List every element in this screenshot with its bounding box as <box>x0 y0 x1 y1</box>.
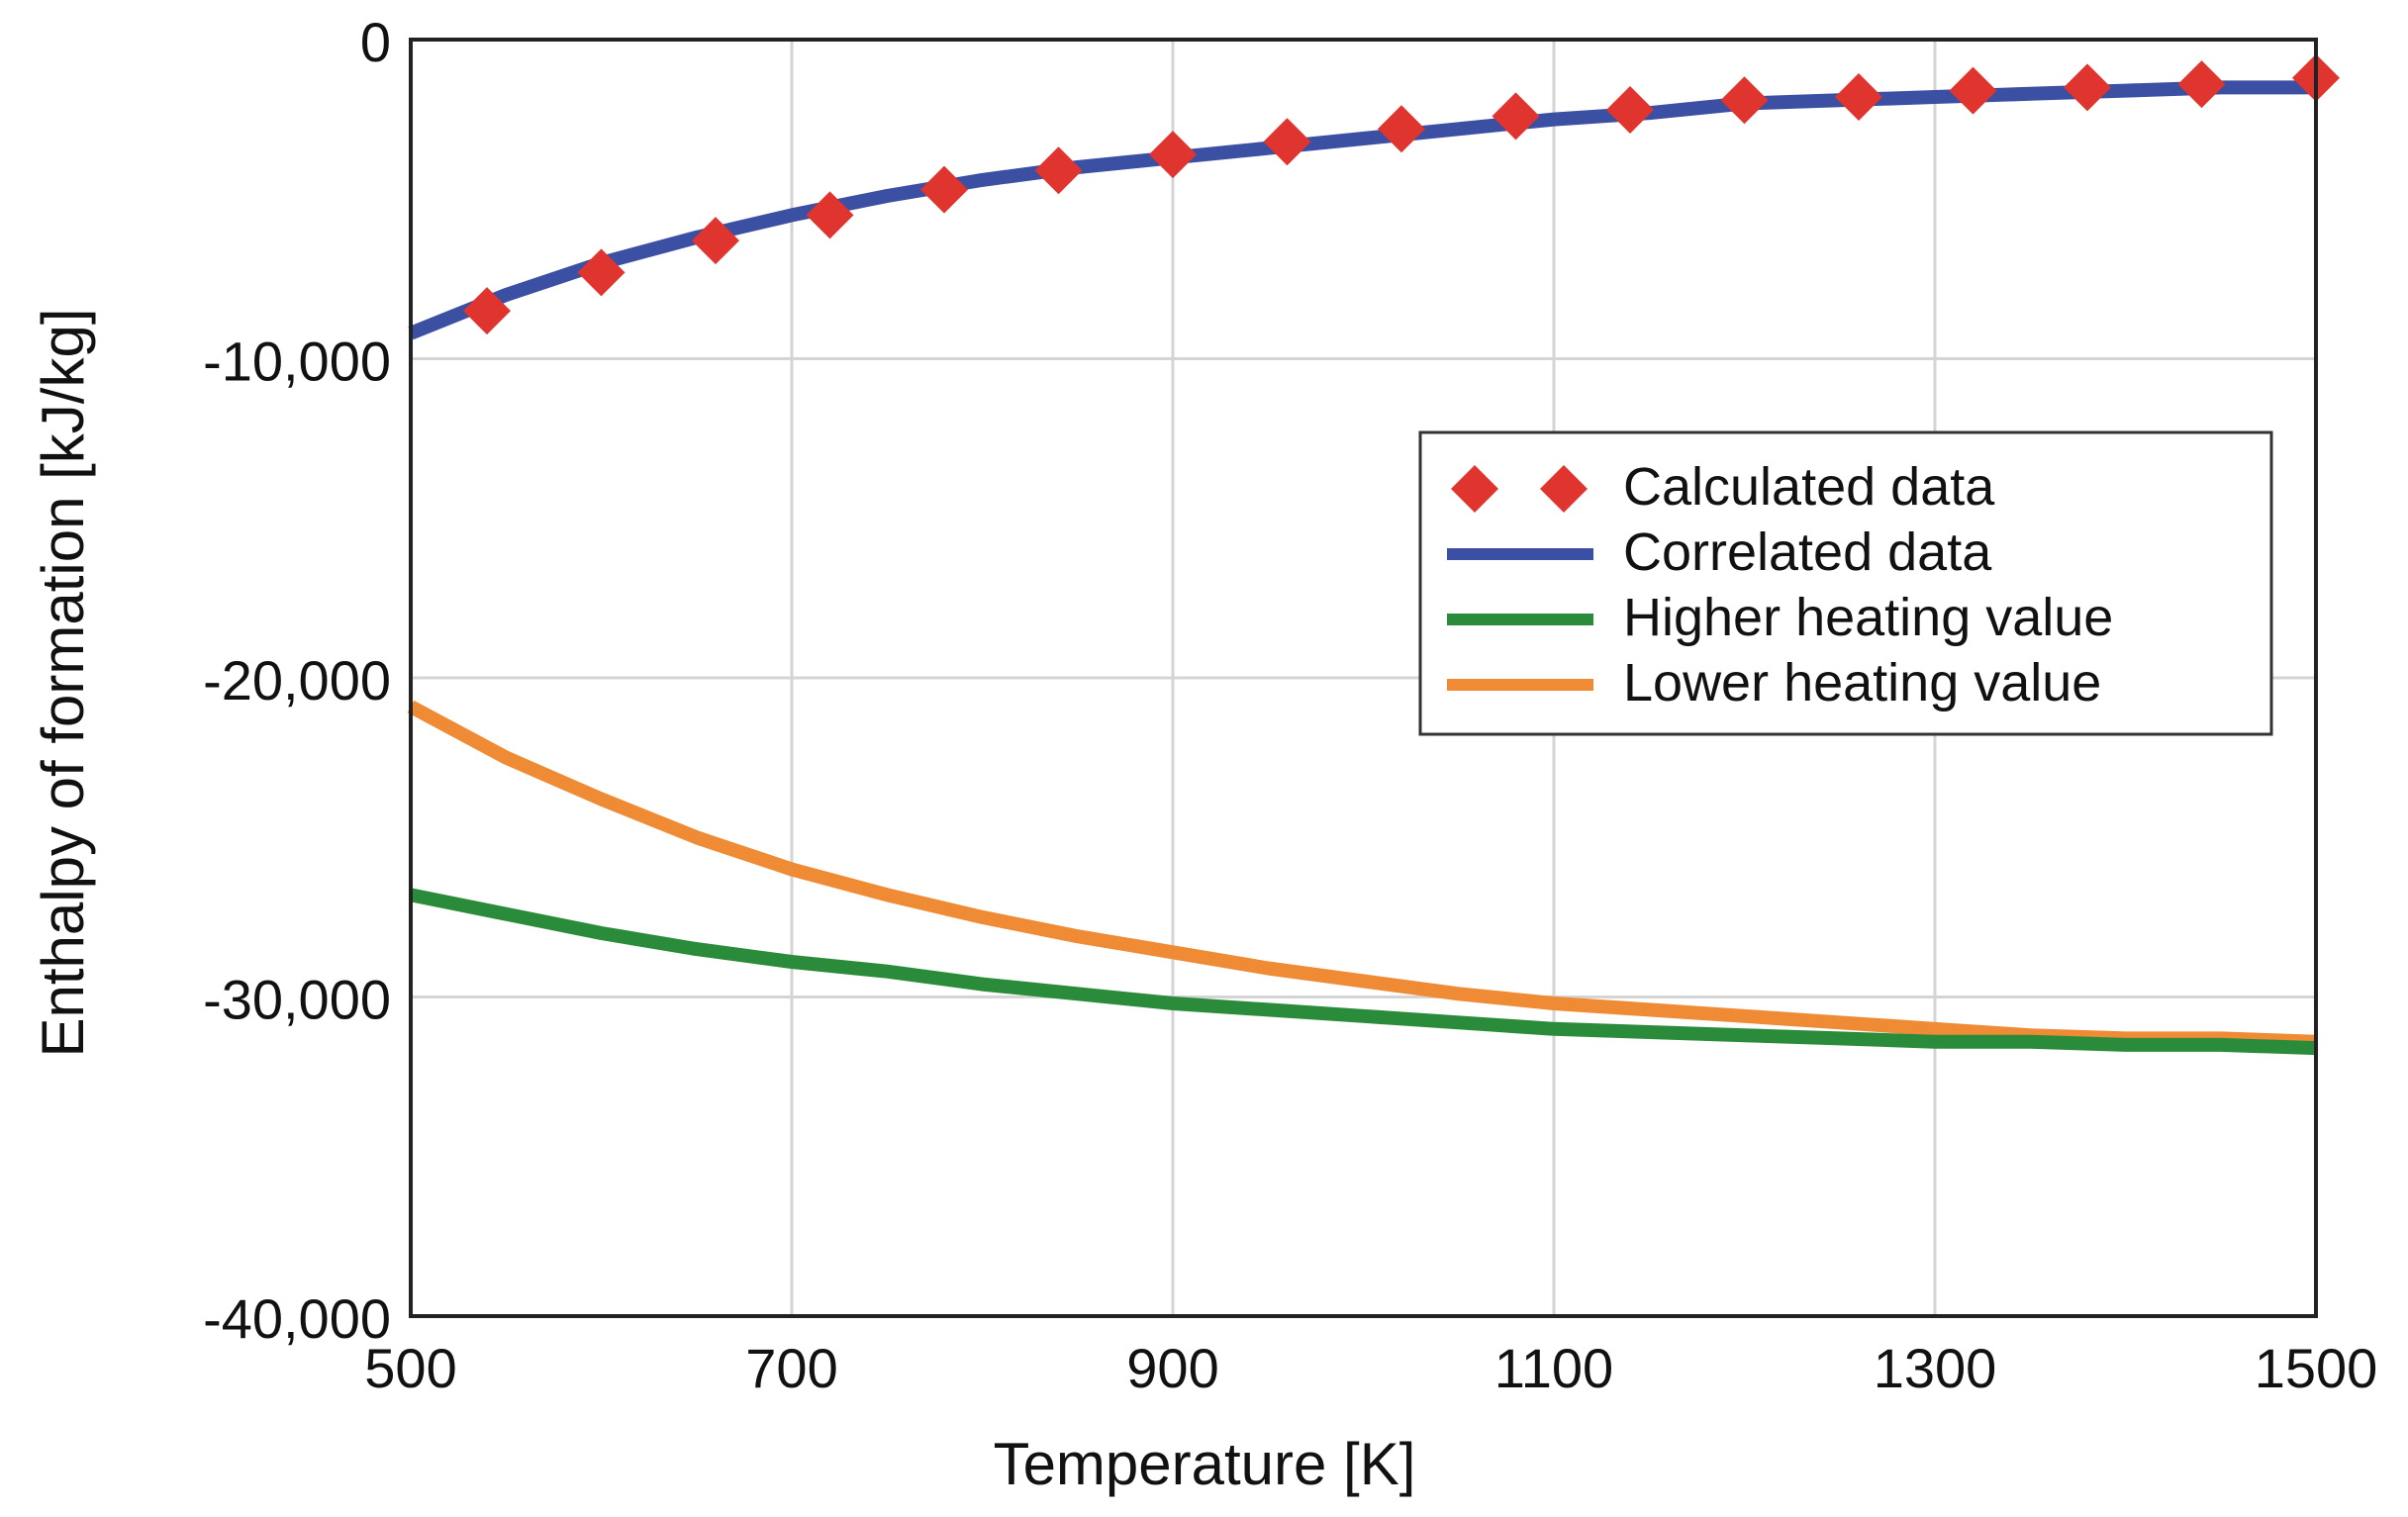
plot-frame <box>409 38 2318 1318</box>
calculated-data-point <box>1378 105 1425 153</box>
y-tick-label: -20,000 <box>203 649 391 711</box>
y-tick-label: -10,000 <box>203 331 391 393</box>
legend-swatch-calculated <box>1451 465 1498 513</box>
legend-label-lower-heating: Lower heating value <box>1623 653 2101 712</box>
series-line-correlated-data <box>408 80 2316 340</box>
calculated-data-point <box>1492 92 1540 141</box>
x-tick-label: 900 <box>1126 1337 1218 1399</box>
calculated-data-point <box>2064 63 2111 112</box>
y-tick-label: 0 <box>360 11 391 73</box>
calculated-data-point <box>692 217 739 265</box>
calculated-data-point <box>577 248 626 297</box>
calculated-data-point <box>2177 60 2226 109</box>
y-tick-label: -40,000 <box>203 1287 391 1350</box>
legend: Calculated data Correlated data Higher h… <box>1418 430 2273 736</box>
x-tick-label: 700 <box>745 1337 837 1399</box>
calculated-data-point <box>806 191 854 239</box>
calculated-data-point <box>463 287 511 335</box>
x-tick-label: 500 <box>364 1337 456 1399</box>
plot-series <box>407 53 2340 1056</box>
legend-label-calculated: Calculated data <box>1623 457 1995 517</box>
calculated-data-point <box>1720 76 1769 125</box>
legend-label-higher-heating: Higher heating value <box>1623 588 2113 647</box>
calculated-data-point <box>1149 131 1197 179</box>
calculated-data-point <box>920 165 968 214</box>
calculated-data-point <box>1949 66 1997 115</box>
x-tick-label: 1500 <box>2255 1337 2378 1399</box>
calculated-data-point <box>1835 73 1882 122</box>
legend-swatch-calculated <box>1540 465 1588 513</box>
series-line-higher-heating-value <box>409 888 2317 1056</box>
calculated-data-point <box>1034 146 1083 195</box>
calculated-data-point <box>1606 85 1654 134</box>
legend-swatches <box>1447 465 1593 691</box>
legend-label-correlated: Correlated data <box>1623 522 1992 582</box>
x-tick-label: 1100 <box>1494 1337 1613 1399</box>
tick-labels: 500 700 900 1100 1300 1500 0 -10,000 -20,000 -30,… <box>203 11 2377 1399</box>
calculated-data-point <box>1263 118 1311 166</box>
y-axis-title: Enthalpy of formation [kJ/kg] <box>30 308 96 1057</box>
y-tick-label: -30,000 <box>203 969 391 1031</box>
x-tick-label: 1300 <box>1874 1337 1997 1399</box>
x-axis-title: Temperature [K] <box>994 1431 1416 1497</box>
series-line-lower-heating-value <box>407 700 2317 1049</box>
